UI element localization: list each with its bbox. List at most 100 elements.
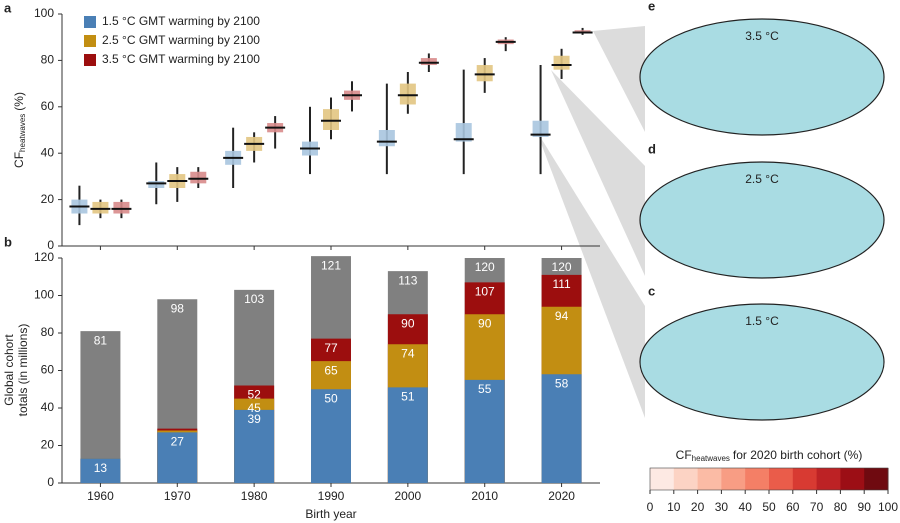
value-label: 50 <box>324 391 338 405</box>
value-label: 94 <box>555 309 569 323</box>
map-ocean <box>639 161 885 279</box>
colorbar-cell <box>673 468 699 490</box>
y-tick-label: 100 <box>34 6 54 20</box>
box <box>420 58 437 66</box>
legend-swatch <box>84 35 96 47</box>
value-label: 90 <box>401 316 415 330</box>
colorbar-cell <box>769 468 794 490</box>
box <box>148 181 165 188</box>
colorbar-tick-label: 20 <box>691 500 705 514</box>
value-label: 113 <box>398 273 417 287</box>
colorbar-title: CFheatwaves for 2020 birth cohort (%) <box>676 448 863 463</box>
box <box>92 201 109 214</box>
value-label: 77 <box>324 341 338 355</box>
colorbar-tick-label: 0 <box>647 500 654 514</box>
y-tick-label: 20 <box>41 438 55 452</box>
value-label: 98 <box>171 301 185 315</box>
panel-label: c <box>648 283 655 298</box>
y-axis-label: totals (in millions) <box>16 324 30 417</box>
value-label: 58 <box>555 376 569 390</box>
x-tick-label: 1990 <box>318 489 345 503</box>
value-label: 120 <box>552 260 572 274</box>
value-label: 107 <box>475 285 495 299</box>
x-tick-label: 2000 <box>395 489 422 503</box>
bar <box>157 432 198 483</box>
box <box>399 83 416 105</box>
map-title: 2.5 °C <box>745 172 779 186</box>
x-tick-label: 2010 <box>471 489 498 503</box>
x-tick-label: 1970 <box>164 489 191 503</box>
value-label: 27 <box>171 435 185 449</box>
bar <box>80 458 121 483</box>
connector-wedge <box>551 70 645 276</box>
value-label: 74 <box>401 346 415 360</box>
y-tick-label: 40 <box>41 400 55 414</box>
box <box>455 123 472 142</box>
value-label: 90 <box>478 316 492 330</box>
colorbar-cell <box>650 468 675 490</box>
bar <box>234 409 275 483</box>
value-label: 45 <box>247 401 261 415</box>
colorbar-cell <box>840 468 865 490</box>
map-ocean <box>639 18 885 136</box>
legend-swatch <box>84 16 96 28</box>
box <box>378 130 395 147</box>
box <box>532 120 549 137</box>
colorbar-cell <box>864 468 889 490</box>
colorbar-tick-label: 40 <box>739 500 753 514</box>
connector-wedge <box>593 26 645 132</box>
colorbar-cell <box>745 468 770 490</box>
bar <box>387 387 428 483</box>
panel-label: e <box>648 0 655 13</box>
colorbar-cell <box>721 468 746 490</box>
y-tick-label: 80 <box>41 325 55 339</box>
value-label: 39 <box>247 412 261 426</box>
colorbar-tick-label: 10 <box>667 500 681 514</box>
y-tick-label: 80 <box>41 53 55 67</box>
box <box>113 201 130 214</box>
value-label: 52 <box>247 388 261 402</box>
colorbar-tick-label: 100 <box>878 500 898 514</box>
legend-label: 1.5 °C GMT warming by 2100 <box>102 14 260 28</box>
panel-label: b <box>4 234 12 249</box>
y-tick-label: 40 <box>41 145 55 159</box>
y-tick-label: 0 <box>47 238 54 252</box>
colorbar-tick-label: 90 <box>858 500 872 514</box>
colorbar-cell <box>697 468 722 490</box>
connector-wedge <box>536 130 645 418</box>
y-tick-label: 20 <box>41 192 55 206</box>
x-tick-label: 1980 <box>241 489 268 503</box>
value-label: 65 <box>324 363 338 377</box>
y-axis-label: Global cohort <box>2 334 16 406</box>
panel-label: a <box>4 0 12 15</box>
colorbar-tick-label: 30 <box>715 500 729 514</box>
panel-label: d <box>648 141 656 156</box>
bar <box>464 379 505 483</box>
bar <box>541 374 582 483</box>
value-label: 120 <box>475 260 495 274</box>
value-label: 55 <box>478 382 492 396</box>
box <box>476 65 493 82</box>
y-tick-label: 0 <box>47 475 54 489</box>
legend-swatch <box>84 54 96 66</box>
y-tick-label: 60 <box>41 363 55 377</box>
box <box>574 30 591 33</box>
colorbar-cell <box>792 468 818 490</box>
value-label: 111 <box>552 277 571 291</box>
box <box>190 171 207 184</box>
value-label: 13 <box>94 461 108 475</box>
map-title: 3.5 °C <box>745 29 779 43</box>
value-label: 51 <box>401 390 415 404</box>
legend-label: 2.5 °C GMT warming by 2100 <box>102 33 260 47</box>
bar <box>80 331 121 483</box>
value-label: 103 <box>244 292 264 306</box>
x-tick-label: 2020 <box>548 489 575 503</box>
y-tick-label: 100 <box>34 288 54 302</box>
x-tick-label: 1960 <box>87 489 114 503</box>
y-tick-label: 60 <box>41 99 55 113</box>
legend-label: 3.5 °C GMT warming by 2100 <box>102 52 260 66</box>
bar <box>311 389 351 483</box>
colorbar-tick-label: 50 <box>762 500 776 514</box>
colorbar-tick-label: 70 <box>810 500 824 514</box>
